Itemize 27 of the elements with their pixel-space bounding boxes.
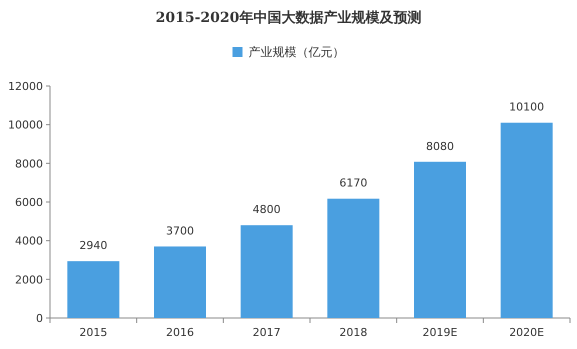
data-label: 2940 bbox=[79, 239, 108, 252]
y-tick-label: 2000 bbox=[15, 273, 43, 286]
chart-title: 2015-2020年中国大数据产业规模及预测 bbox=[156, 9, 422, 26]
bar bbox=[240, 225, 293, 318]
bar bbox=[67, 261, 120, 318]
x-tick-label: 2020E bbox=[509, 326, 544, 339]
x-tick-label: 2018 bbox=[339, 326, 368, 339]
legend-label: 产业规模（亿元） bbox=[248, 45, 344, 59]
y-tick-label: 0 bbox=[36, 312, 43, 325]
bar bbox=[414, 162, 466, 318]
bar bbox=[500, 122, 553, 318]
data-label: 10100 bbox=[509, 100, 544, 114]
data-label: 4800 bbox=[252, 203, 281, 216]
data-label: 6170 bbox=[339, 176, 368, 190]
data-label: 8080 bbox=[426, 140, 454, 153]
y-tick-label: 10000 bbox=[8, 118, 43, 132]
x-tick-label: 2017 bbox=[252, 326, 281, 339]
x-tick-label: 2016 bbox=[166, 326, 194, 339]
y-tick-label: 4000 bbox=[15, 234, 43, 248]
x-tick-label: 2019E bbox=[422, 326, 458, 339]
bar bbox=[327, 198, 380, 318]
data-label: 3700 bbox=[166, 224, 194, 238]
y-tick-label: 6000 bbox=[15, 196, 43, 209]
x-tick-label: 2015 bbox=[79, 326, 108, 339]
bar bbox=[154, 246, 206, 318]
y-tick-label: 8000 bbox=[15, 157, 43, 170]
y-tick-label: 12000 bbox=[8, 80, 43, 93]
